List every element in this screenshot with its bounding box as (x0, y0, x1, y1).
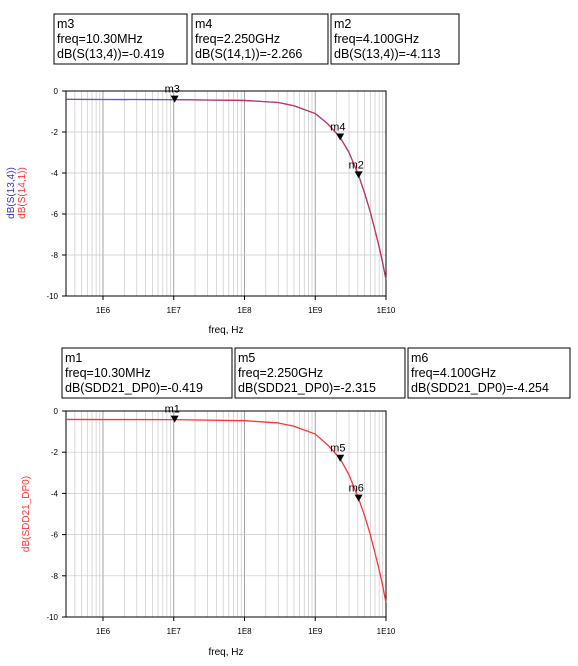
x-tick-label: 1E7 (167, 627, 182, 636)
x-tick-label: 1E6 (96, 306, 111, 315)
y-axis-title-part: dB(S(14,1)) (17, 167, 28, 219)
y-tick-label: -2 (51, 448, 59, 457)
y-axis-title-part: dB(S(13,4)) (6, 167, 17, 219)
readout-line: dB(SDD21_DP0)=-4.254 (411, 381, 549, 395)
marker-label: m6 (349, 483, 364, 495)
x-axis-title: freq, Hz (208, 647, 243, 658)
y-tick-label: -8 (51, 572, 59, 581)
plot-frame (65, 410, 387, 618)
readout-line: dB(SDD21_DP0)=-2.315 (238, 381, 376, 395)
y-tick-label: 0 (54, 407, 59, 416)
chart-panel-2: 0 -2 -4 -6 -8 -10 1E6 1E7 1E8 1E9 1E10 freq, Hz dB(S… (21, 347, 571, 658)
y-tick-label: -8 (51, 251, 59, 260)
marker-label: m5 (330, 443, 345, 455)
y-tick-label: -6 (51, 210, 59, 219)
x-tick-label: 1E8 (237, 627, 252, 636)
marker-triangle (336, 133, 345, 141)
readout-line: m4 (195, 17, 212, 31)
readout-frame (330, 13, 460, 65)
marker-label: m4 (330, 121, 345, 133)
grid (65, 410, 386, 618)
readout-line: dB(S(14,1))=-2.266 (195, 47, 302, 61)
readout-frame (53, 13, 188, 65)
plot-frame (65, 90, 387, 297)
readout-frame (407, 347, 571, 399)
y-axis-title: dB(SDD21_DP0) (21, 476, 32, 552)
readout-line: dB(S(13,4))=-4.113 (334, 47, 440, 61)
readout-line: dB(S(13,4))=-0.419 (57, 47, 164, 61)
readout-line: freq=4.100GHz (411, 366, 496, 380)
y-axis-title: dB(S(13,4))dB(S(14,1)) (6, 167, 28, 219)
y-tick-label: -10 (46, 292, 58, 301)
marker-triangle (336, 454, 345, 462)
y-tick-label: -2 (51, 128, 59, 137)
x-axis-title: freq, Hz (208, 325, 243, 336)
readout-line: m1 (65, 351, 82, 365)
y-axis-title-part: dB(SDD21_DP0) (21, 476, 32, 552)
x-tick-label: 1E6 (96, 627, 111, 636)
readout-line: freq=2.250GHz (195, 32, 280, 46)
readout-frame (61, 347, 233, 399)
readout-line: freq=10.30MHz (57, 32, 143, 46)
marker-label: m2 (349, 159, 364, 171)
x-tick-label: 1E9 (308, 627, 323, 636)
readout-line: freq=2.250GHz (238, 366, 323, 380)
y-tick-label: 0 (54, 87, 59, 96)
y-tick-label: -10 (46, 613, 58, 622)
marker-triangle (354, 171, 363, 179)
readout-frame (234, 347, 406, 399)
readout-line: freq=4.100GHz (334, 32, 419, 46)
readout-line: m2 (334, 17, 351, 31)
readout-line: m5 (238, 351, 255, 365)
chart-panel-1: 0 -2 -4 -6 -8 -10 1E6 1E7 1E8 1E9 1E10 freq, Hz dB(S… (6, 13, 460, 336)
x-tick-label: 1E10 (377, 306, 396, 315)
marker-triangle (354, 494, 363, 502)
x-tick-label: 1E9 (308, 306, 323, 315)
y-tick-label: -4 (51, 169, 59, 178)
readout-line: dB(SDD21_DP0)=-0.419 (65, 381, 203, 395)
readout-line: freq=10.30MHz (65, 366, 151, 380)
x-tick-label: 1E7 (167, 306, 182, 315)
y-tick-label: -6 (51, 531, 59, 540)
x-tick-label: 1E8 (237, 306, 252, 315)
marker-triangle (170, 415, 179, 423)
grid (65, 90, 386, 297)
x-tick-label: 1E10 (377, 627, 396, 636)
marker-triangle (170, 95, 179, 103)
marker-label: m1 (165, 404, 180, 416)
readout-frame (191, 13, 329, 65)
marker-label: m3 (165, 84, 180, 96)
readout-line: m6 (411, 351, 428, 365)
y-tick-label: -4 (51, 489, 59, 498)
readout-line: m3 (57, 17, 74, 31)
